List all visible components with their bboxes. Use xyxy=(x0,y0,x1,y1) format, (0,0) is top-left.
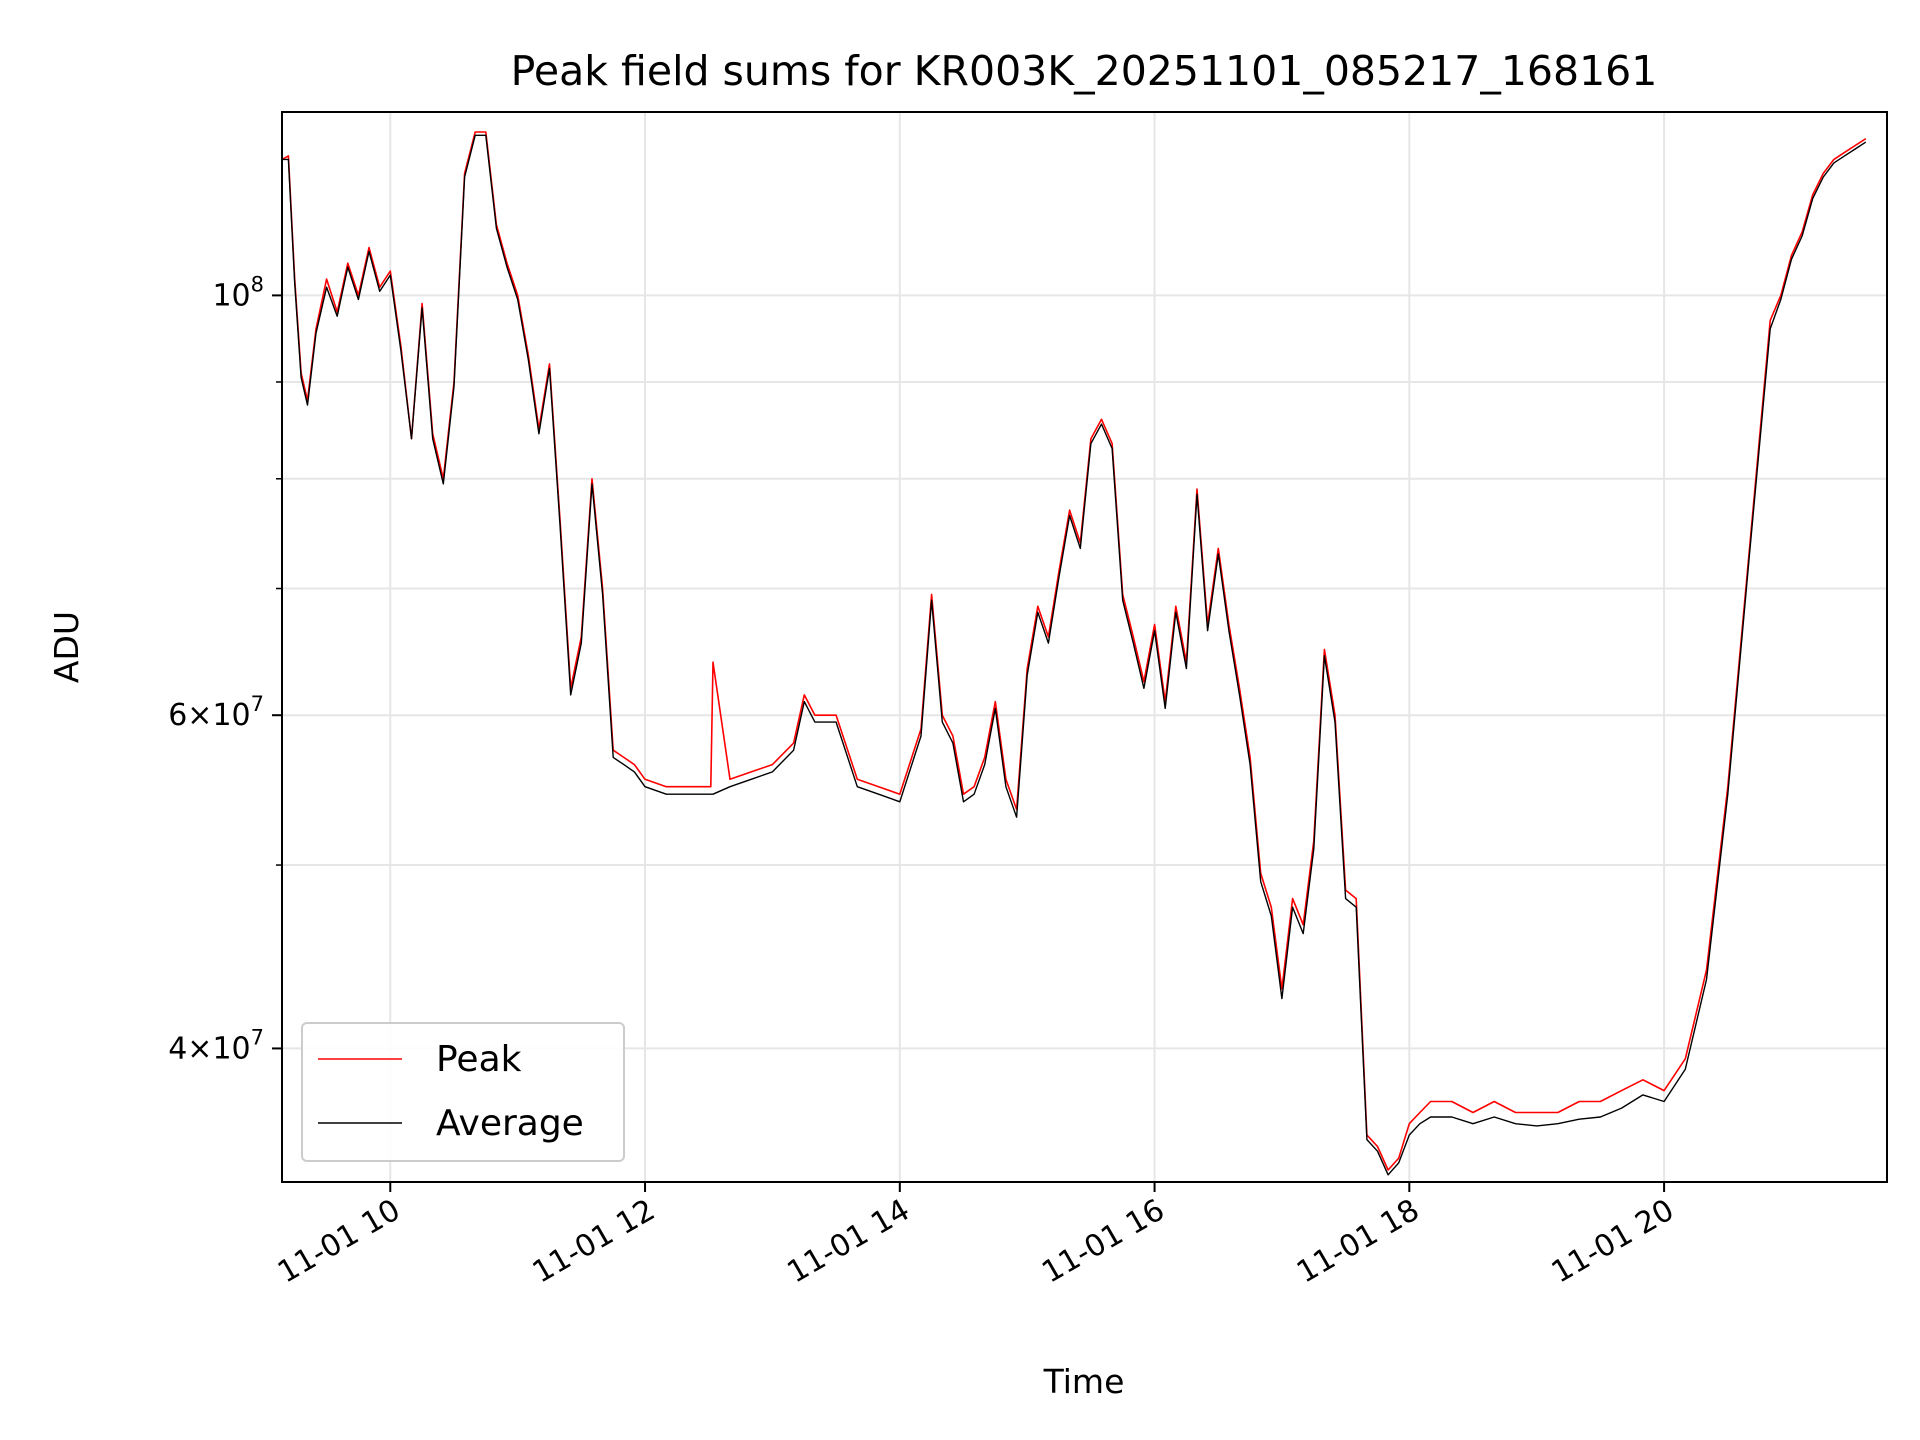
grid xyxy=(282,112,1887,1182)
legend-box xyxy=(301,1022,625,1162)
series-layer xyxy=(281,131,1867,1176)
legend: Peak Average xyxy=(301,1022,625,1162)
series-line-average xyxy=(282,134,1867,1176)
chart-title: Peak field sums for KR003K_20251101_0852… xyxy=(511,47,1658,95)
series-line-peak xyxy=(281,131,1867,1171)
legend-label-peak: Peak xyxy=(436,1039,522,1080)
legend-label-average: Average xyxy=(436,1103,584,1144)
plot-frame xyxy=(281,111,1888,1183)
y-tick-label: 4×107 xyxy=(168,1025,264,1066)
y-tick-label: 6×107 xyxy=(168,692,264,733)
y-axis-ticks: 4×107 6×107 108 xyxy=(168,272,282,1066)
y-axis-title: ADU xyxy=(47,611,86,683)
x-axis-title: Time xyxy=(1043,1362,1125,1401)
y-tick-label: 108 xyxy=(212,272,264,313)
